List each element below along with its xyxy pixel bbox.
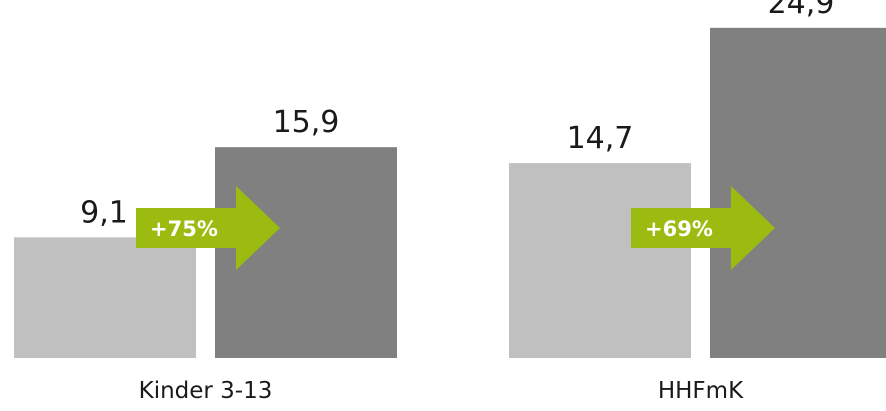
growth-label-hhfmk: +69% — [645, 217, 713, 241]
value-label-kinder-3-13-before: 9,1 — [80, 195, 128, 230]
bars-layer — [14, 27, 886, 358]
category-label-kinder-3-13: Kinder 3-13 — [139, 378, 273, 404]
value-label-kinder-3-13-after: 15,9 — [273, 105, 340, 140]
value-label-hhfmk-before: 14,7 — [567, 121, 634, 156]
bar-hhfmk-before — [509, 163, 691, 358]
labels-layer: 9,1 15,9 Kinder 3-13 14,7 24,9 HHFmK — [80, 0, 834, 404]
bar-kinder-3-13-before — [14, 237, 196, 358]
growth-arrow-kinder-3-13 — [136, 186, 280, 270]
growth-arrow-hhfmk — [631, 186, 775, 270]
category-label-hhfmk: HHFmK — [658, 378, 744, 404]
arrows-layer: +75% +69% — [136, 186, 775, 270]
growth-label-kinder-3-13: +75% — [150, 217, 218, 241]
bar-hhfmk-after — [710, 27, 886, 358]
value-label-hhfmk-after: 24,9 — [768, 0, 835, 21]
